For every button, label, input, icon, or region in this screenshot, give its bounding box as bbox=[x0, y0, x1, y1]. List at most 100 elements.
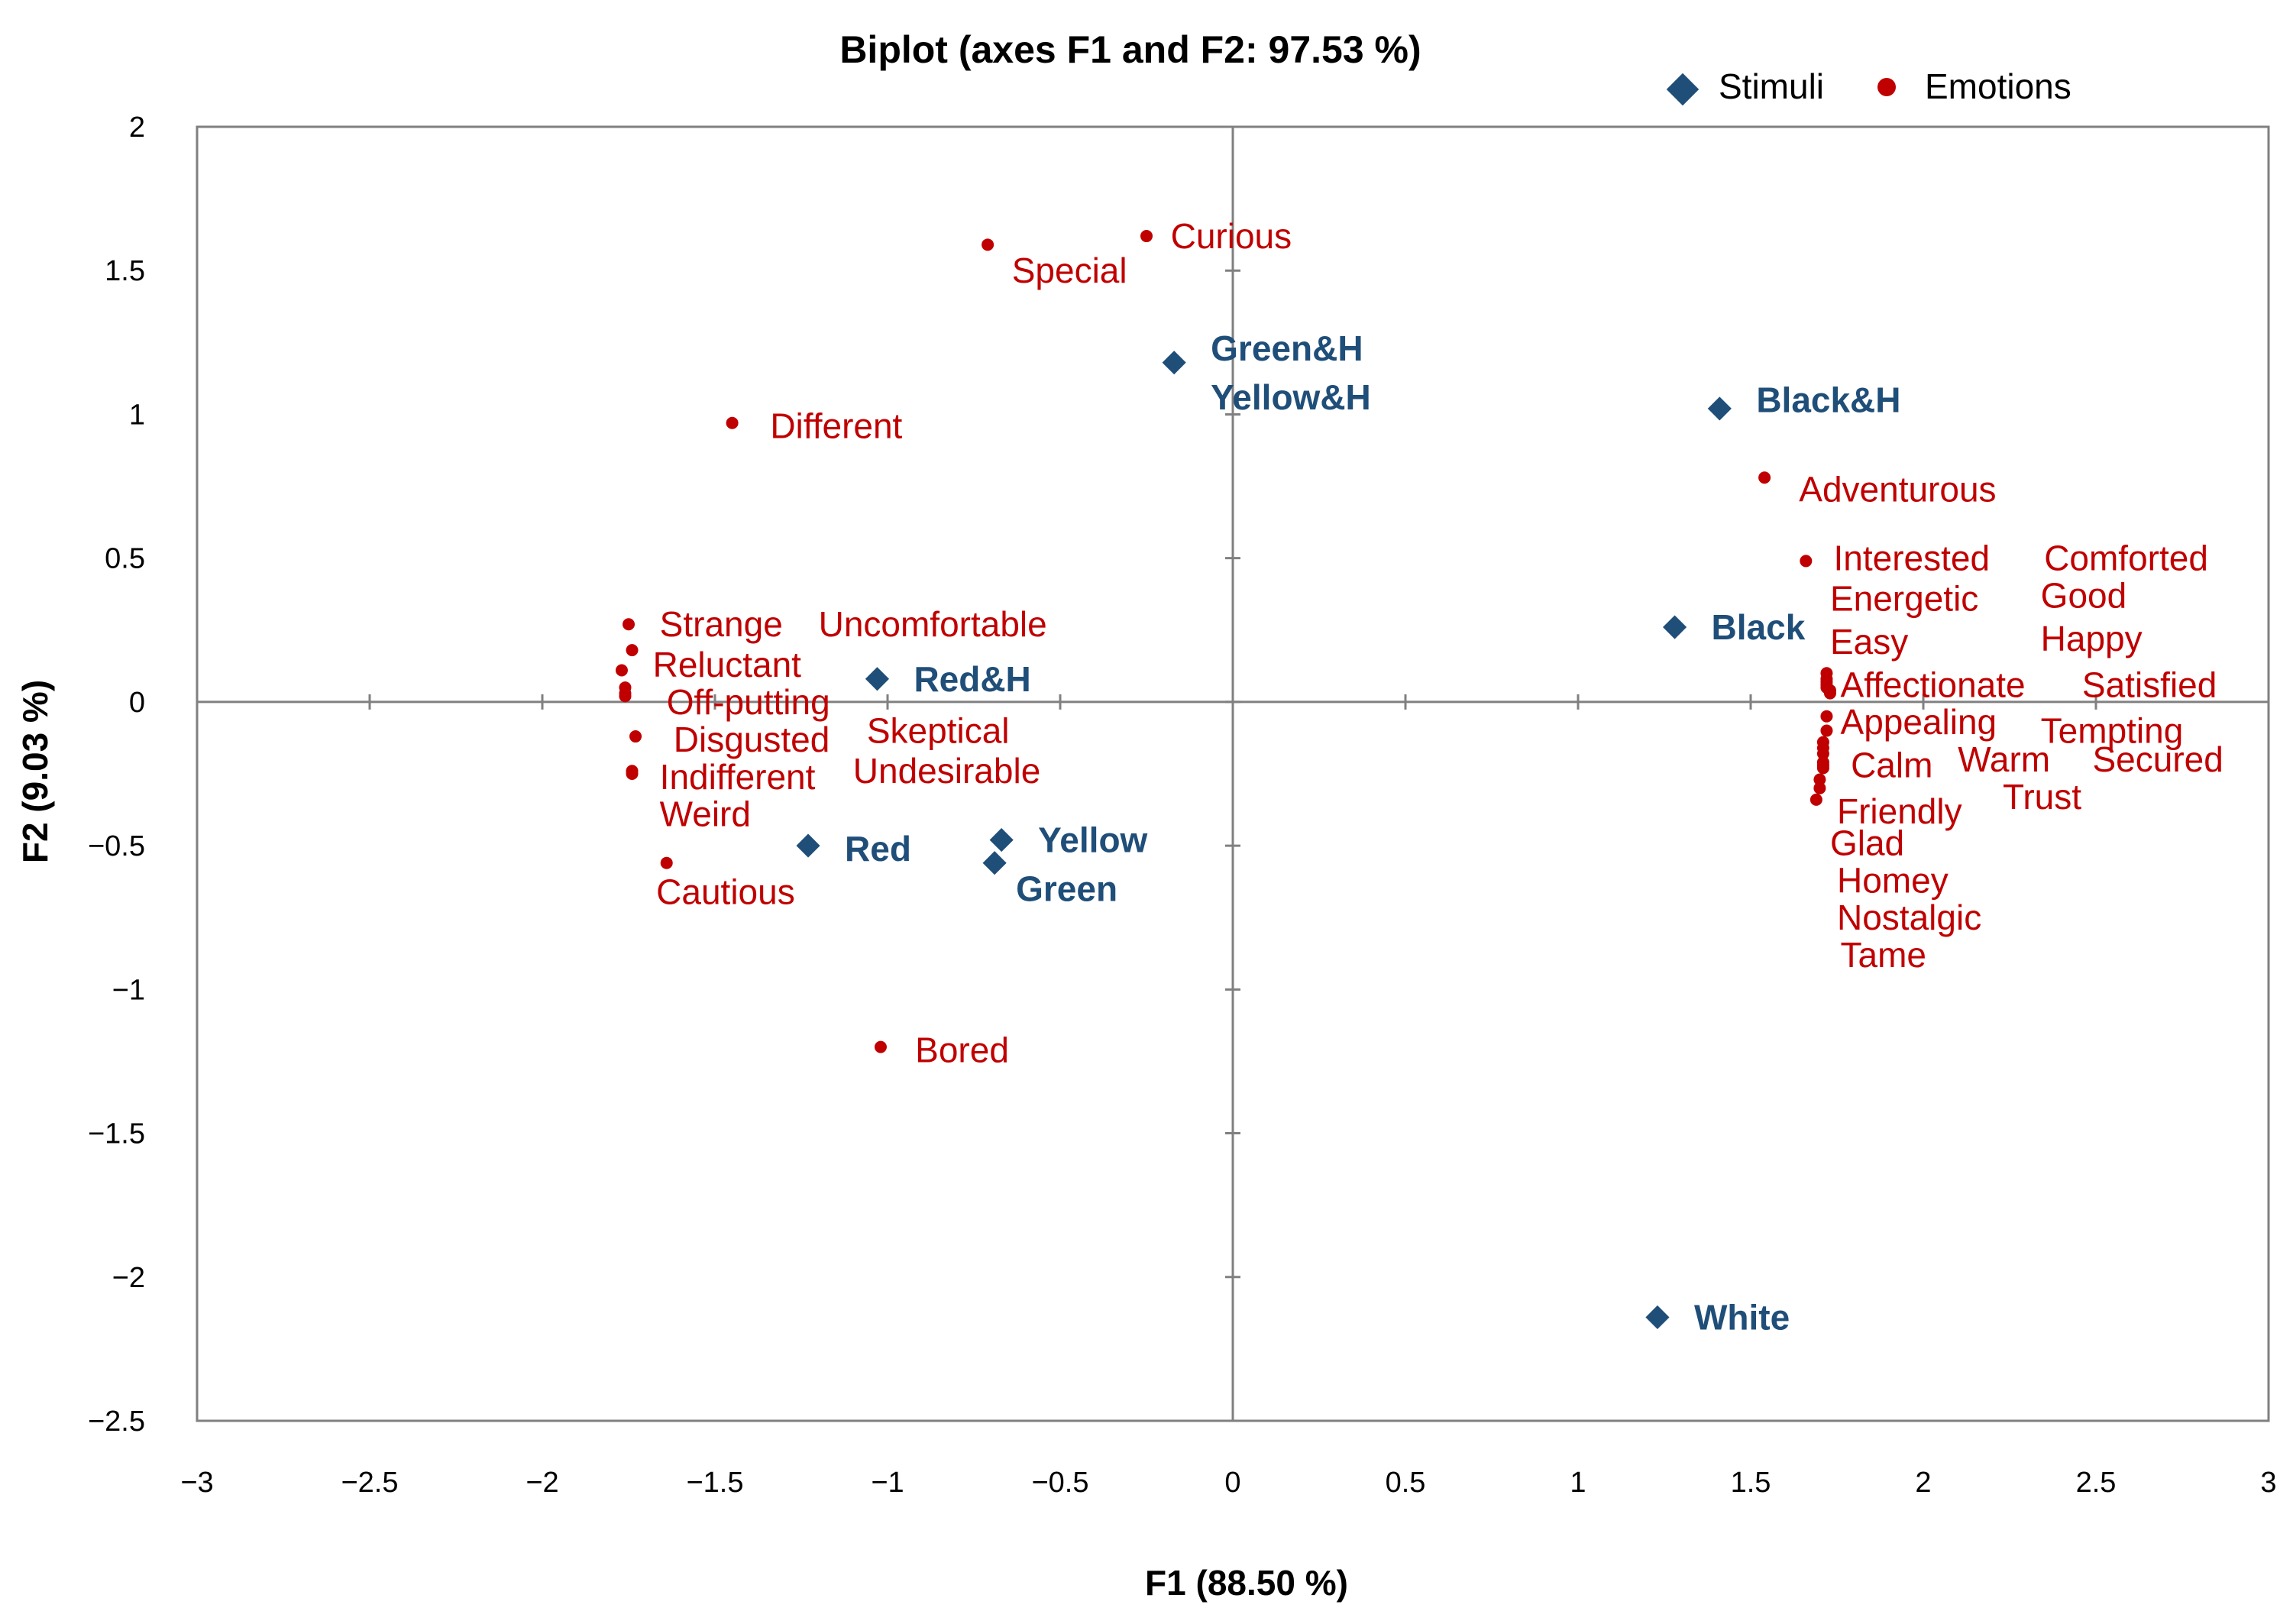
emotion-label: Homey bbox=[1837, 860, 1949, 900]
point-labels: Special Curious Different Adventurous Intere… bbox=[653, 216, 2223, 1337]
y-tick-label: −1 bbox=[112, 974, 145, 1006]
emotion-label: Satisfied bbox=[2082, 665, 2217, 704]
emotion-label: Nostalgic bbox=[1837, 898, 1981, 937]
x-axis-label: F1 (88.50 %) bbox=[1145, 1563, 1348, 1603]
emotion-label: Disgusted bbox=[674, 720, 830, 759]
stimulus-label: Green&H bbox=[1211, 328, 1363, 368]
y-tick-label: −2.5 bbox=[88, 1406, 145, 1438]
emotion-label: Weird bbox=[660, 794, 751, 834]
emotion-label: Adventurous bbox=[1799, 469, 1996, 509]
y-tick-label: 0.5 bbox=[105, 543, 145, 575]
emotion-label: Special bbox=[1012, 251, 1127, 290]
x-tick-label: −2.5 bbox=[341, 1467, 398, 1499]
stimulus-label: Red&H bbox=[914, 659, 1030, 699]
x-tick-label: 0 bbox=[1224, 1467, 1240, 1499]
x-tick-label: −1.5 bbox=[686, 1467, 743, 1499]
emotion-point bbox=[619, 690, 632, 703]
y-tick-label: 2 bbox=[129, 112, 145, 144]
y-tick-label: 1.5 bbox=[105, 255, 145, 287]
emotion-point bbox=[626, 765, 639, 778]
y-axis-label: F2 (9.03 %) bbox=[15, 680, 55, 863]
emotion-point bbox=[1820, 724, 1833, 737]
emotion-label: Interested bbox=[1833, 539, 1990, 578]
y-tick-label: −1.5 bbox=[88, 1118, 145, 1150]
stimulus-point bbox=[1162, 351, 1186, 375]
emotion-point bbox=[626, 644, 639, 657]
legend-stimuli-label: Stimuli bbox=[1719, 66, 1824, 106]
emotion-point bbox=[623, 618, 635, 631]
emotion-label: Skeptical bbox=[867, 711, 1010, 751]
stimulus-label: Black&H bbox=[1756, 380, 1900, 420]
emotion-point bbox=[982, 238, 994, 251]
y-tick-label: 1 bbox=[129, 399, 145, 431]
legend: Stimuli Emotions bbox=[1666, 66, 2071, 106]
emotion-point bbox=[1816, 762, 1829, 775]
legend-emotions-label: Emotions bbox=[1925, 66, 2071, 106]
x-tick-label: −3 bbox=[180, 1467, 213, 1499]
emotion-label: Warm bbox=[1958, 739, 2050, 779]
emotion-label: Undesirable bbox=[853, 751, 1040, 791]
emotion-label: Appealing bbox=[1841, 702, 1997, 742]
emotion-label: Happy bbox=[2041, 619, 2143, 658]
emotion-label: Secured bbox=[2092, 739, 2223, 779]
stimulus-label: Red bbox=[845, 829, 911, 869]
emotion-label: Energetic bbox=[1830, 578, 1978, 618]
stimulus-label: Yellow bbox=[1038, 820, 1147, 860]
y-tick-label: 0 bbox=[129, 687, 145, 719]
emotion-label: Comforted bbox=[2044, 539, 2208, 578]
x-tick-label: 1 bbox=[1570, 1467, 1586, 1499]
stimulus-point bbox=[796, 833, 820, 858]
emotion-label: Glad bbox=[1830, 823, 1904, 862]
emotion-label: Calm bbox=[1851, 746, 1932, 785]
emotion-point bbox=[1813, 773, 1826, 786]
emotion-label: Tempting bbox=[2041, 711, 2184, 751]
stimulus-point bbox=[989, 828, 1014, 852]
legend-emotions-marker bbox=[1877, 78, 1896, 96]
emotion-label: Friendly bbox=[1837, 791, 1962, 831]
x-axis-tick-labels: −3 −2.5 −2 −1.5 −1 −0.5 0 0.5 1 1.5 2 2.5 3 bbox=[180, 1467, 2276, 1499]
emotion-point bbox=[629, 730, 642, 743]
emotion-point bbox=[1758, 471, 1771, 484]
emotion-point bbox=[1823, 687, 1836, 700]
emotion-point bbox=[1820, 710, 1833, 723]
x-axis-ticks bbox=[368, 694, 2097, 710]
emotion-label: Easy bbox=[1830, 622, 1908, 662]
emotion-point bbox=[1813, 781, 1826, 794]
stimulus-point bbox=[1663, 615, 1687, 639]
emotion-point bbox=[1140, 230, 1153, 243]
stimuli-points bbox=[796, 351, 1732, 1330]
emotion-point bbox=[660, 856, 673, 869]
emotion-points bbox=[615, 230, 1836, 1053]
emotion-point bbox=[1809, 793, 1822, 806]
stimulus-label: Black bbox=[1712, 607, 1806, 647]
emotion-label: Reluctant bbox=[653, 645, 802, 684]
y-axis-tick-labels: −2.5 −2 −1.5 −1 −0.5 0 0.5 1 1.5 2 bbox=[88, 112, 145, 1438]
stimulus-point bbox=[982, 851, 1007, 875]
stimulus-point bbox=[1707, 396, 1732, 421]
emotion-label: Tame bbox=[1841, 935, 1926, 975]
emotion-label: Strange bbox=[660, 604, 783, 644]
emotion-point bbox=[726, 416, 739, 429]
y-tick-label: −0.5 bbox=[88, 830, 145, 862]
chart-title: Biplot (axes F1 and F2: 97.53 %) bbox=[839, 28, 1421, 71]
emotion-label: Different bbox=[770, 406, 902, 446]
emotion-label: Uncomfortable bbox=[819, 604, 1047, 644]
emotion-label: Trust bbox=[2003, 777, 2081, 817]
stimulus-point bbox=[1645, 1305, 1670, 1330]
emotion-label: Curious bbox=[1171, 216, 1292, 256]
stimulus-label: Green bbox=[1016, 869, 1117, 909]
x-tick-label: −1 bbox=[871, 1467, 904, 1499]
x-tick-label: 1.5 bbox=[1731, 1467, 1771, 1499]
y-tick-label: −2 bbox=[112, 1262, 145, 1294]
emotion-point bbox=[874, 1040, 887, 1053]
x-tick-label: 2 bbox=[1915, 1467, 1931, 1499]
x-tick-label: 0.5 bbox=[1386, 1467, 1426, 1499]
y-axis-ticks bbox=[1225, 269, 1240, 1279]
emotion-label: Affectionate bbox=[1841, 665, 2026, 704]
stimulus-label: White bbox=[1694, 1297, 1790, 1337]
emotion-label: Bored bbox=[915, 1030, 1009, 1069]
emotion-point bbox=[1800, 555, 1813, 568]
x-tick-label: −0.5 bbox=[1031, 1467, 1088, 1499]
